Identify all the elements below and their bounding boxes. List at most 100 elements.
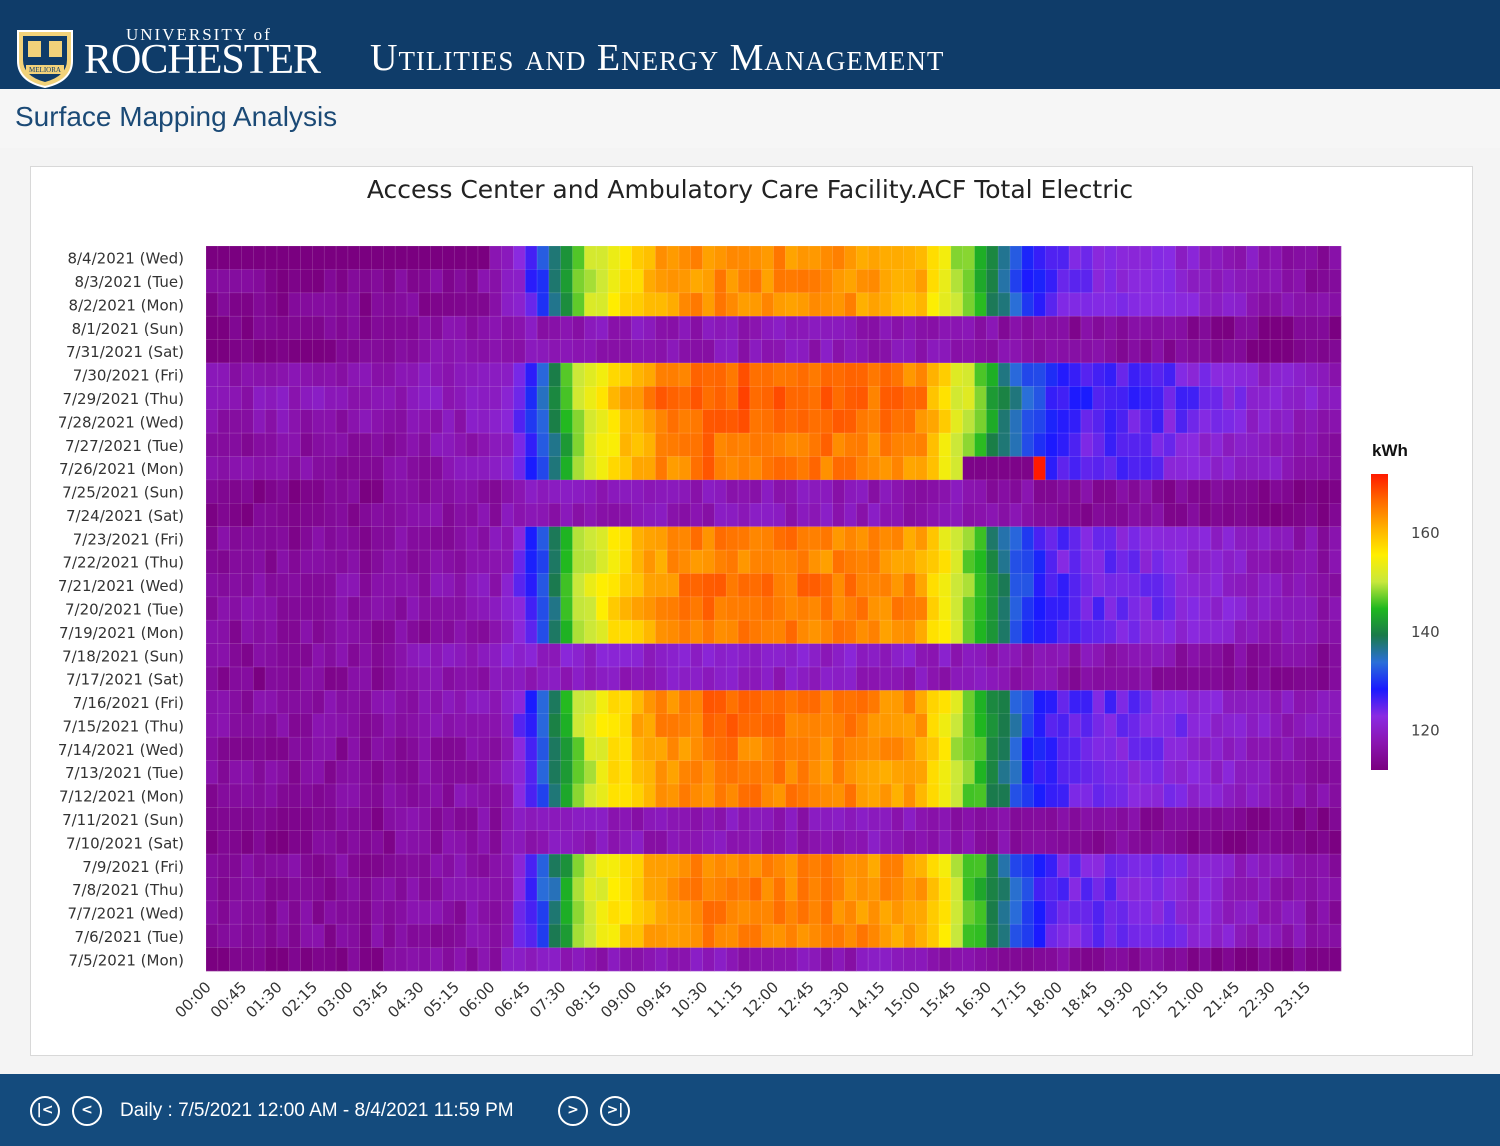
heatmap-cell[interactable] [584,900,597,925]
heatmap-cell[interactable] [241,409,254,434]
heatmap-cell[interactable] [1270,877,1283,902]
heatmap-cell[interactable] [1080,409,1094,434]
heatmap-cell[interactable] [1128,760,1141,785]
heatmap-cell[interactable] [761,292,774,317]
heatmap-cell[interactable] [454,550,467,574]
heatmap-cell[interactable] [395,362,408,387]
heatmap-cell[interactable] [466,596,479,621]
heatmap-cell[interactable] [1092,760,1105,785]
heatmap-cell[interactable] [537,620,550,644]
heatmap-cell[interactable] [667,409,680,434]
heatmap-cell[interactable] [808,620,822,644]
heatmap-cell[interactable] [1187,737,1200,761]
heatmap-cell[interactable] [738,900,751,925]
heatmap-cell[interactable] [749,479,762,504]
heatmap-cell[interactable] [667,666,680,691]
heatmap-cell[interactable] [537,503,550,527]
heatmap-cell[interactable] [525,456,538,481]
heatmap-cell[interactable] [690,783,703,808]
heatmap-cell[interactable] [856,690,869,715]
heatmap-cell[interactable] [1151,573,1164,598]
heatmap-cell[interactable] [584,877,597,902]
heatmap-cell[interactable] [442,596,455,621]
heatmap-cell[interactable] [868,503,881,527]
heatmap-cell[interactable] [229,924,242,948]
heatmap-cell[interactable] [797,456,810,481]
heatmap-cell[interactable] [1140,807,1153,831]
heatmap-cell[interactable] [1033,713,1046,738]
heatmap-cell[interactable] [1258,620,1271,644]
heatmap-cell[interactable] [454,854,467,878]
heatmap-cell[interactable] [537,760,550,785]
heatmap-cell[interactable] [986,479,999,504]
heatmap-cell[interactable] [738,433,751,457]
heatmap-cell[interactable] [217,830,230,855]
heatmap-cell[interactable] [1140,666,1153,691]
heatmap-cell[interactable] [643,643,656,668]
heatmap-cell[interactable] [383,666,396,691]
heatmap-cell[interactable] [903,713,916,738]
heatmap-cell[interactable] [808,783,822,808]
heatmap-cell[interactable] [1317,643,1330,668]
heatmap-cell[interactable] [619,666,632,691]
heatmap-cell[interactable] [395,269,408,294]
heatmap-cell[interactable] [702,246,715,270]
heatmap-cell[interactable] [300,760,313,785]
heatmap-cell[interactable] [1175,503,1188,527]
heatmap-cell[interactable] [406,760,420,785]
heatmap-cell[interactable] [1021,713,1034,738]
heatmap-cell[interactable] [891,643,904,668]
heatmap-cell[interactable] [1246,386,1259,411]
heatmap-cell[interactable] [879,924,893,948]
heatmap-cell[interactable] [891,479,904,504]
heatmap-cell[interactable] [832,316,845,340]
heatmap-cell[interactable] [797,807,810,831]
heatmap-cell[interactable] [359,479,372,504]
heatmap-cell[interactable] [1021,433,1034,457]
heatmap-cell[interactable] [1069,526,1082,551]
heatmap-cell[interactable] [572,573,585,598]
heatmap-cell[interactable] [217,386,230,411]
heatmap-cell[interactable] [678,830,692,855]
heatmap-cell[interactable] [631,643,644,668]
heatmap-cell[interactable] [607,409,621,434]
heatmap-cell[interactable] [584,713,597,738]
heatmap-cell[interactable] [714,292,727,317]
heatmap-cell[interactable] [844,386,857,411]
heatmap-cell[interactable] [1329,339,1342,364]
heatmap-cell[interactable] [1069,924,1082,948]
heatmap-cell[interactable] [1187,690,1200,715]
heatmap-cell[interactable] [607,783,621,808]
heatmap-cell[interactable] [300,550,313,574]
heatmap-cell[interactable] [915,269,928,294]
heatmap-cell[interactable] [265,433,278,457]
heatmap-cell[interactable] [1140,386,1153,411]
heatmap-cell[interactable] [1092,246,1105,270]
heatmap-cell[interactable] [655,807,668,831]
heatmap-cell[interactable] [607,900,621,925]
heatmap-cell[interactable] [1069,783,1082,808]
heatmap-cell[interactable] [950,737,963,761]
heatmap-cell[interactable] [1199,246,1212,270]
heatmap-cell[interactable] [489,807,502,831]
heatmap-cell[interactable] [1305,550,1318,574]
heatmap-cell[interactable] [927,339,940,364]
heatmap-cell[interactable] [584,269,597,294]
heatmap-cell[interactable] [915,456,928,481]
heatmap-cell[interactable] [513,690,526,715]
heatmap-cell[interactable] [1045,877,1058,902]
heatmap-cell[interactable] [1151,947,1164,972]
heatmap-cell[interactable] [939,433,952,457]
heatmap-cell[interactable] [1270,760,1283,785]
heatmap-cell[interactable] [1151,316,1164,340]
heatmap-cell[interactable] [797,713,810,738]
heatmap-cell[interactable] [631,666,644,691]
heatmap-cell[interactable] [288,292,301,317]
heatmap-cell[interactable] [537,737,550,761]
heatmap-cell[interactable] [607,456,621,481]
heatmap-cell[interactable] [584,737,597,761]
heatmap-cell[interactable] [891,620,904,644]
heatmap-cell[interactable] [229,269,242,294]
heatmap-cell[interactable] [584,620,597,644]
heatmap-cell[interactable] [607,713,621,738]
